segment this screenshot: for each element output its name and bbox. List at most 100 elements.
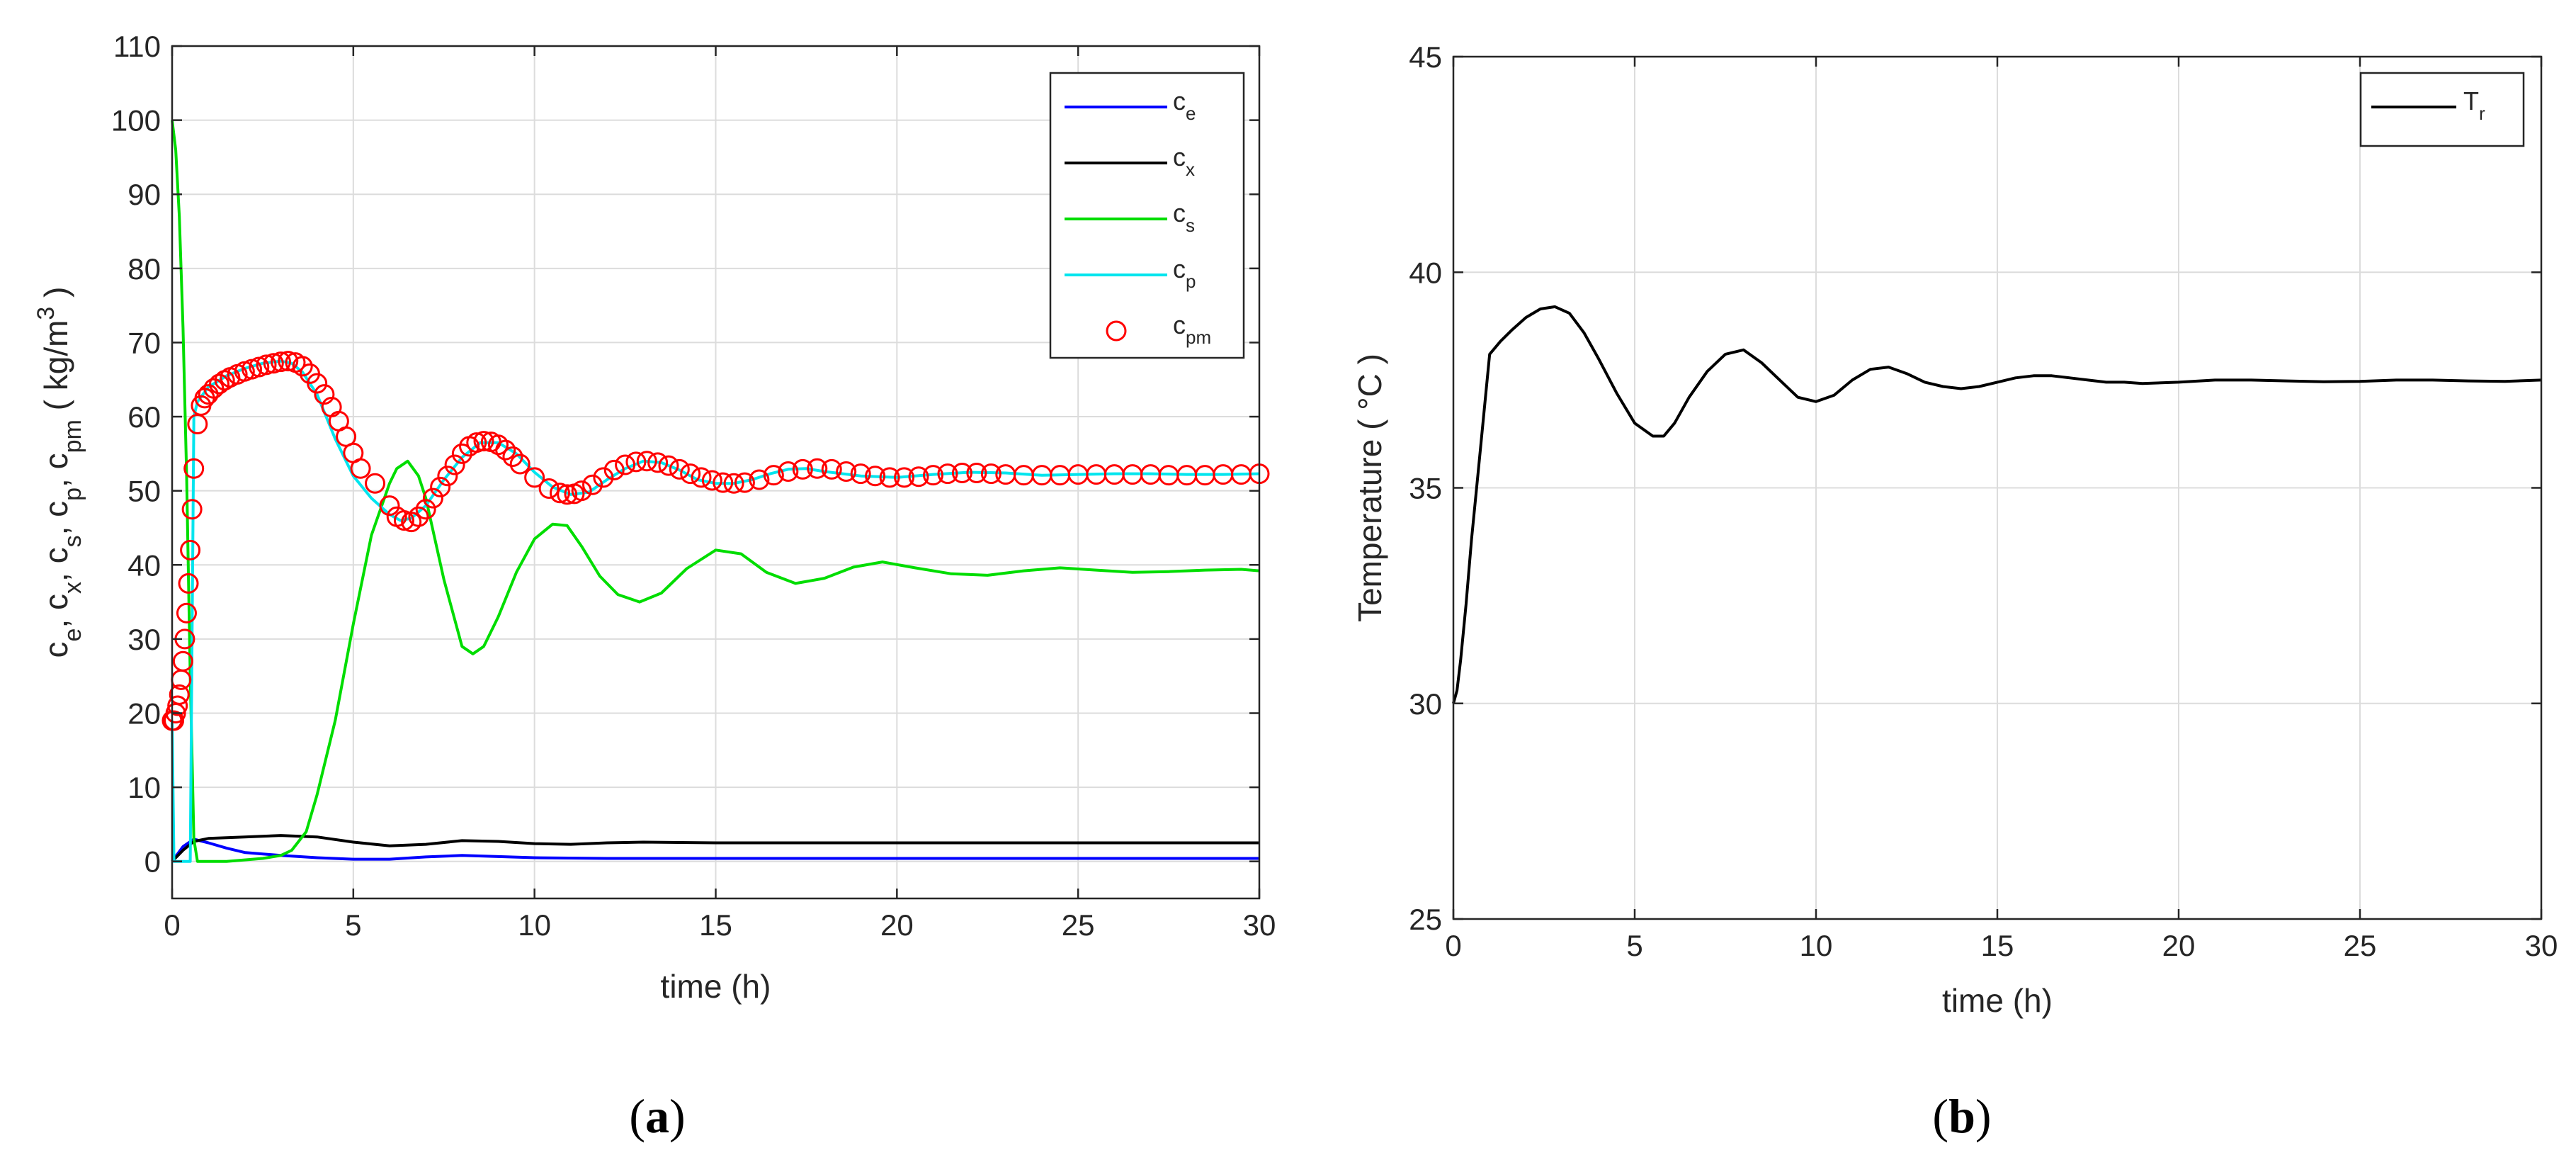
x-tick-label: 25	[1062, 908, 1095, 942]
data-point-c-pm	[437, 466, 458, 487]
y-tick-label: 35	[1409, 472, 1442, 505]
y-tick-label: 110	[113, 30, 161, 63]
x-tick-label: 20	[2162, 929, 2196, 962]
data-point-c-pm	[176, 602, 197, 624]
data-point-c-pm	[495, 439, 516, 461]
data-point-c-pm	[582, 474, 603, 495]
series-c-x-line	[171, 834, 1259, 863]
data-point-c-pm	[865, 466, 886, 487]
data-point-c-pm	[473, 431, 494, 452]
y-tick-label: 40	[1409, 256, 1442, 289]
data-point-c-pm	[792, 458, 813, 480]
y-tick-label: 0	[144, 845, 161, 879]
data-point-c-pm	[183, 458, 205, 479]
y-tick-label: 100	[111, 104, 161, 137]
data-point-c-pm	[879, 467, 900, 488]
y-tick-label: 50	[127, 475, 161, 508]
chart-b-panel-label: (b)	[1932, 1089, 1991, 1143]
data-point-c-pm	[422, 487, 443, 509]
legend-label: cs	[1173, 198, 1195, 236]
data-point-c-pm	[658, 455, 679, 476]
data-point-c-pm	[209, 373, 230, 395]
data-point-c-pm	[850, 463, 871, 485]
data-point-c-pm	[408, 506, 429, 527]
data-point-c-pm	[908, 466, 929, 487]
y-tick-label: 45	[1409, 40, 1442, 74]
chart-a: 0 5 10 15 20 25 30 0 10 20 30 40 50 60 70 80 90 100 110 ti…	[33, 30, 1276, 1143]
data-point-c-pm	[187, 414, 208, 435]
data-point-c-pm	[723, 473, 744, 494]
data-point-c-pm	[444, 454, 465, 475]
x-tick-label: 5	[345, 908, 361, 942]
legend-marker	[1106, 320, 1127, 342]
data-point-c-pm	[680, 463, 701, 485]
data-point-c-pm	[603, 459, 625, 480]
x-tick-label: 15	[699, 908, 732, 942]
data-point-c-pm	[169, 684, 190, 705]
chart-a-series	[161, 120, 1270, 863]
data-point-c-pm	[894, 467, 915, 488]
chart-b-grid	[1453, 56, 2542, 920]
data-point-c-pm	[807, 458, 828, 479]
chart-a-panel-label: (a)	[629, 1089, 685, 1143]
data-point-c-pm	[625, 451, 647, 473]
x-tick-label: 20	[880, 908, 914, 942]
y-tick-label: 40	[127, 548, 161, 582]
x-tick-label: 15	[1981, 929, 2014, 962]
chart-a-legend: ce cx cs cp cpm	[1049, 72, 1245, 359]
data-point-c-pm	[415, 499, 436, 520]
data-point-c-pm	[451, 443, 472, 464]
x-tick-label: 25	[2344, 929, 2377, 962]
data-point-c-pm	[593, 467, 614, 488]
y-tick-label: 70	[127, 326, 161, 359]
data-point-c-pm	[164, 710, 185, 731]
data-point-c-pm	[937, 463, 958, 485]
x-tick-label: 10	[1800, 929, 1833, 962]
data-point-c-pm	[821, 458, 842, 480]
data-point-c-pm	[701, 470, 722, 491]
data-point-c-pm	[763, 465, 784, 486]
data-point-c-pm	[181, 499, 203, 520]
data-point-c-pm	[966, 463, 987, 484]
x-tick-label: 30	[1243, 908, 1276, 942]
series-c-e-line	[171, 838, 1259, 862]
legend-label: Tr	[2463, 86, 2485, 124]
data-point-c-pm	[466, 432, 487, 453]
data-point-c-pm	[836, 461, 857, 482]
series-c-s-line	[171, 120, 1260, 863]
chart-b-legend: Tr	[2359, 72, 2525, 147]
x-tick-label: 0	[164, 908, 180, 942]
data-point-c-pm	[350, 458, 371, 479]
data-point-c-pm	[180, 539, 201, 560]
data-point-c-pm	[980, 463, 1002, 485]
data-point-c-pm	[292, 356, 313, 377]
y-tick-label: 10	[127, 771, 161, 804]
data-point-c-pm	[615, 454, 636, 475]
chart-b: 0 5 10 15 20 25 30 25 30 35 40 45 time (h) Temperat…	[1351, 40, 2558, 1143]
x-tick-label: 0	[1445, 929, 1461, 962]
chart-a-ticks: 0 5 10 15 20 25 30 0 10 20 30 40 50 60 70 80 90 100 110	[111, 30, 1276, 942]
data-point-c-pm	[951, 463, 972, 484]
data-point-c-pm	[524, 467, 545, 488]
data-point-c-pm	[307, 373, 328, 394]
data-point-c-pm	[502, 446, 523, 468]
data-point-c-pm	[271, 351, 291, 373]
data-point-c-pm	[167, 695, 188, 716]
data-point-c-pm	[393, 509, 414, 531]
x-tick-label: 5	[1626, 929, 1642, 962]
data-point-c-pm	[314, 384, 335, 405]
legend-label: cpm	[1173, 310, 1211, 348]
legend-label: cp	[1173, 254, 1196, 292]
data-point-c-pm	[365, 473, 386, 494]
data-point-c-pm	[557, 484, 578, 505]
data-point-c-pm	[713, 472, 734, 493]
series-T-r-line	[1452, 305, 2542, 704]
x-tick-label: 10	[518, 908, 551, 942]
data-point-c-pm	[538, 478, 560, 500]
chart-b-series	[1452, 305, 2542, 704]
data-point-c-pm	[379, 495, 400, 517]
y-tick-label: 20	[127, 697, 161, 730]
data-point-c-pm	[636, 451, 657, 472]
x-tick-label: 30	[2525, 929, 2558, 962]
